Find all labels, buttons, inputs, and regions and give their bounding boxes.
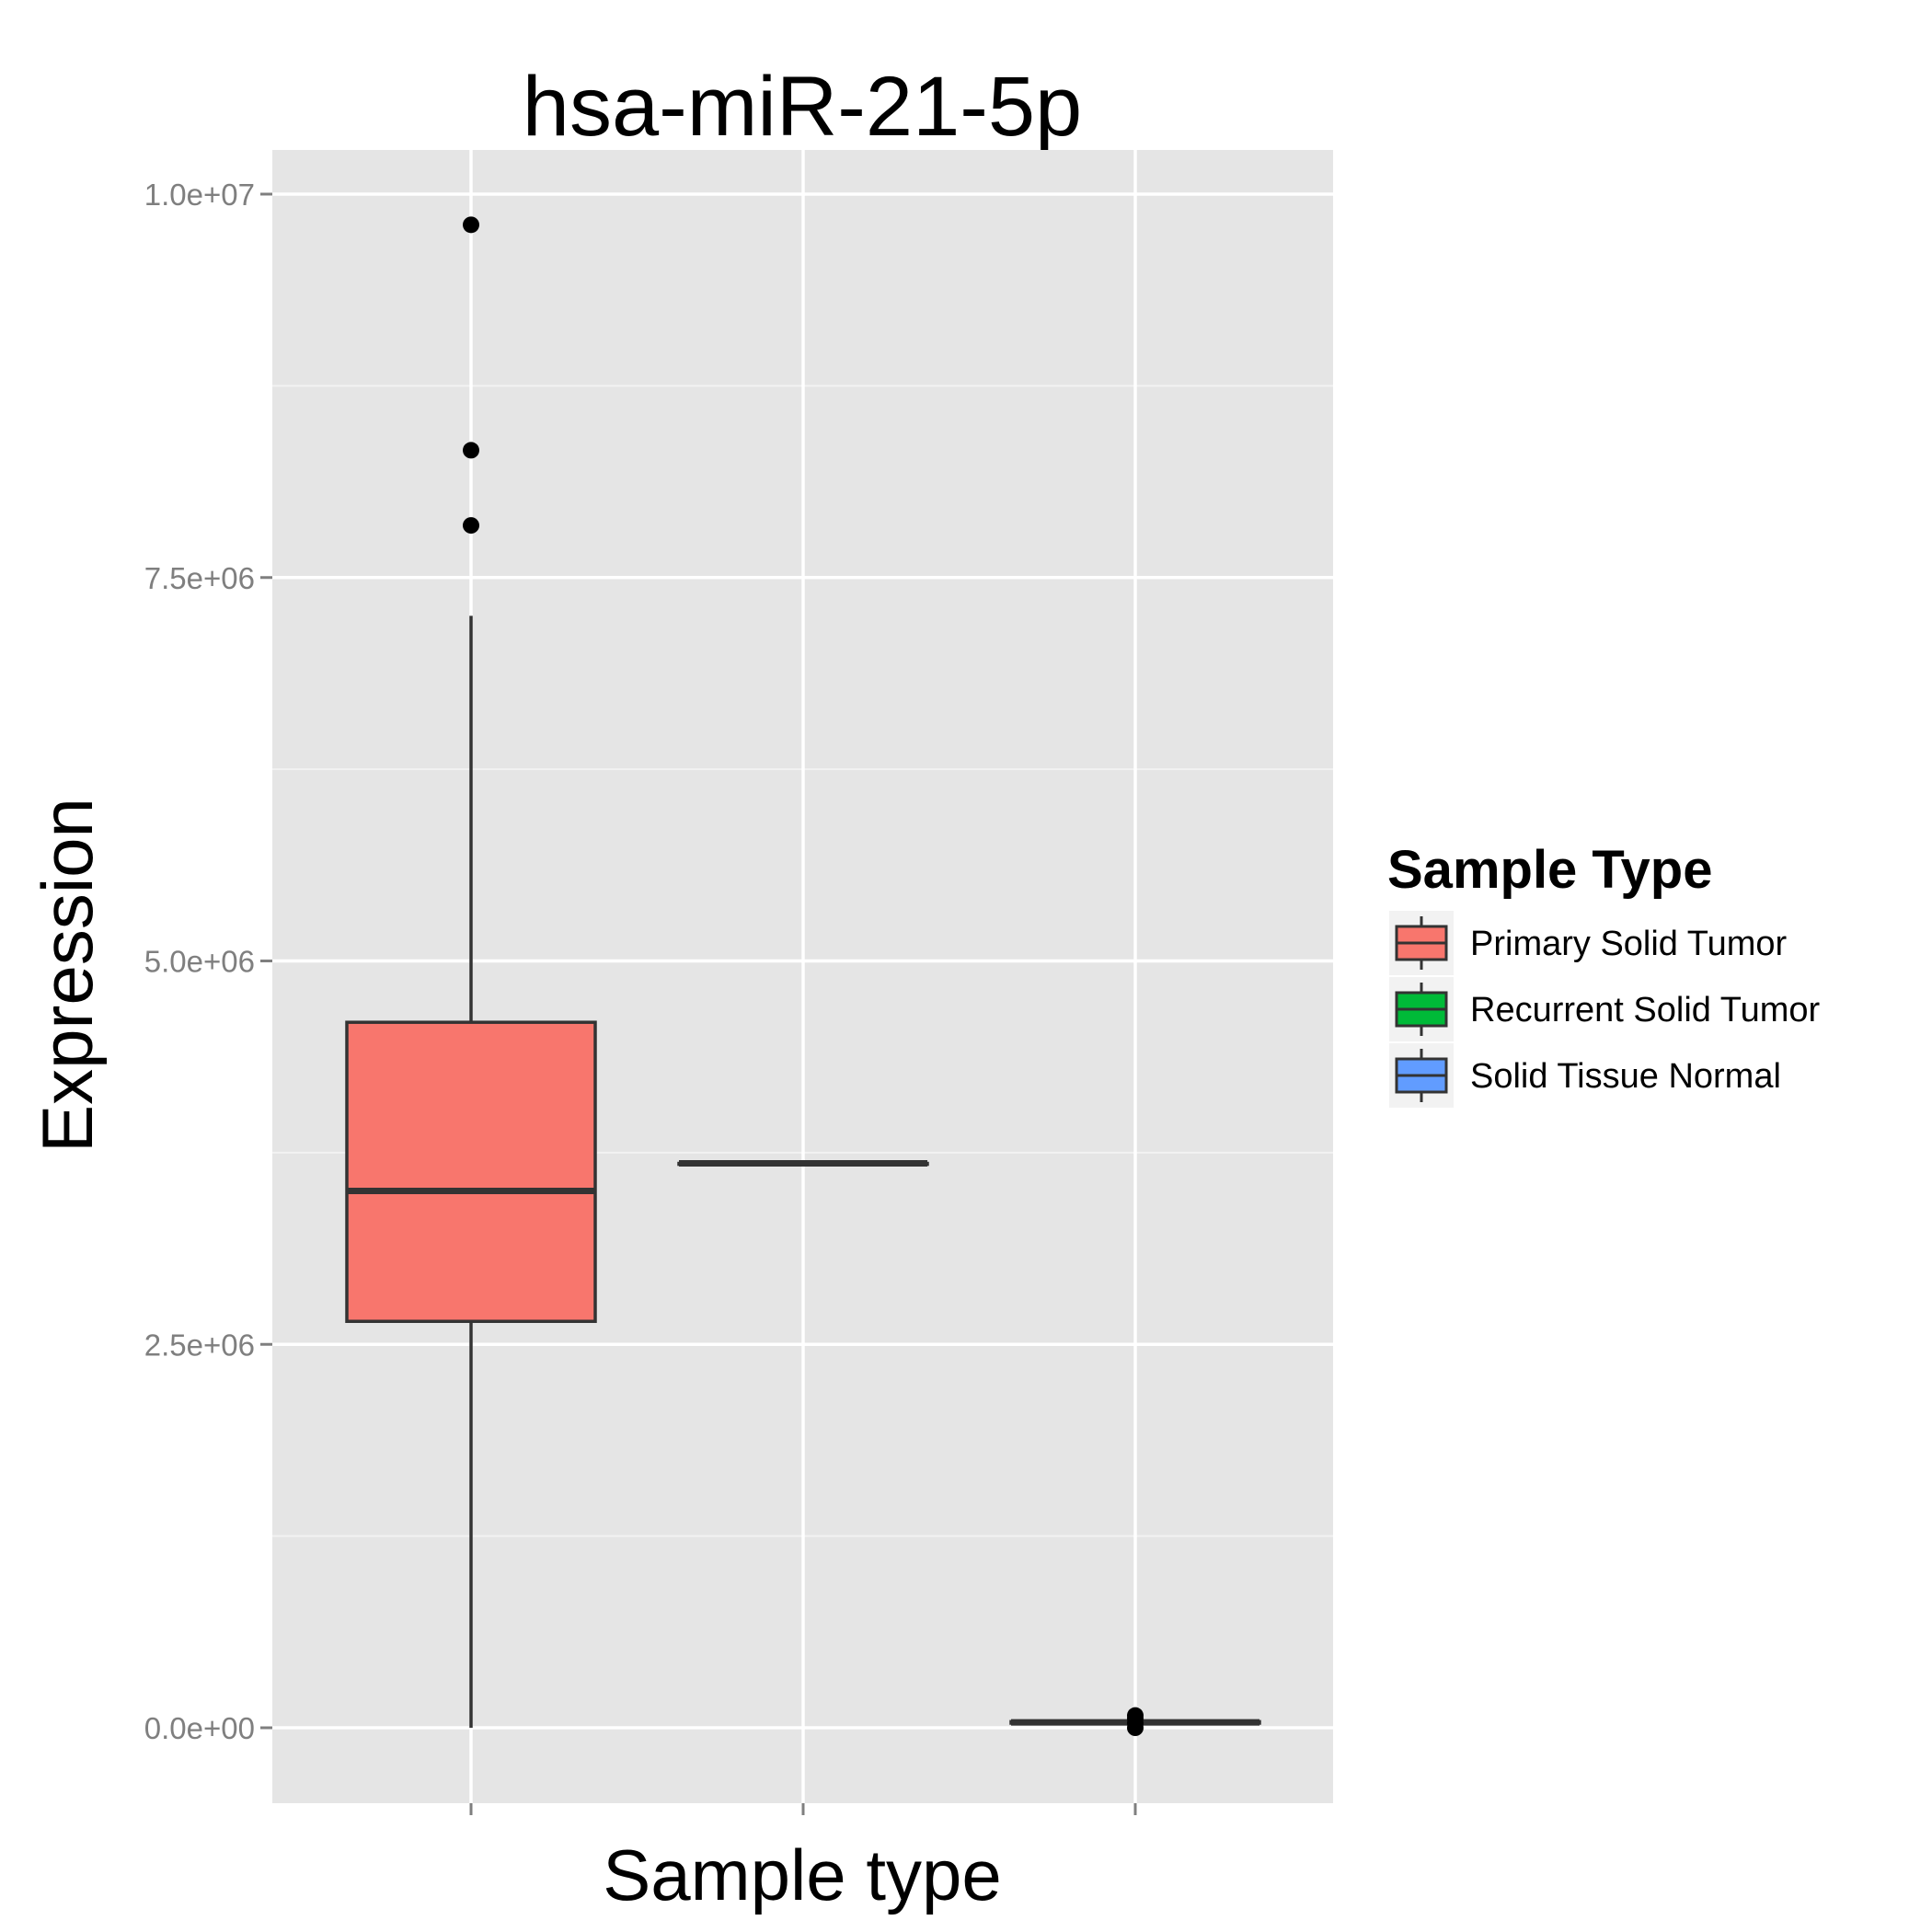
boxes — [345, 216, 1261, 1736]
box-body — [345, 1020, 597, 1323]
legend-label: Solid Tissue Normal — [1470, 1057, 1781, 1096]
y-tick-label: 1.0e+07 — [144, 178, 255, 212]
x-axis-title: Sample type — [603, 1834, 1002, 1915]
chart-title: hsa-miR-21-5p — [523, 60, 1082, 154]
box-group — [677, 1160, 929, 1167]
legend-item: Primary Solid Tumor — [1389, 911, 1788, 975]
outlier-point — [463, 442, 479, 459]
y-tick-label: 7.5e+06 — [144, 561, 255, 595]
outlier-point — [463, 216, 479, 234]
y-tick-label: 2.5e+06 — [144, 1328, 255, 1362]
legend-item: Recurrent Solid Tumor — [1389, 977, 1820, 1041]
box-group — [345, 216, 597, 1728]
legend: Sample Type Primary Solid Tumor Recurrent… — [1387, 840, 1820, 1108]
box-group — [1009, 1707, 1261, 1736]
legend-label: Primary Solid Tumor — [1470, 925, 1788, 963]
y-tick-label: 5.0e+06 — [144, 945, 255, 979]
legend-title: Sample Type — [1387, 840, 1713, 900]
outlier-point — [463, 517, 479, 535]
y-axis-title: Expression — [27, 798, 108, 1153]
axes: 0.0e+00 2.5e+06 5.0e+06 7.5e+06 1.0e+07 — [144, 178, 1137, 1815]
y-tick-label: 0.0e+00 — [144, 1711, 255, 1745]
legend-item: Solid Tissue Normal — [1389, 1043, 1781, 1108]
outlier-point — [1127, 1707, 1144, 1724]
legend-label: Recurrent Solid Tumor — [1470, 991, 1820, 1029]
